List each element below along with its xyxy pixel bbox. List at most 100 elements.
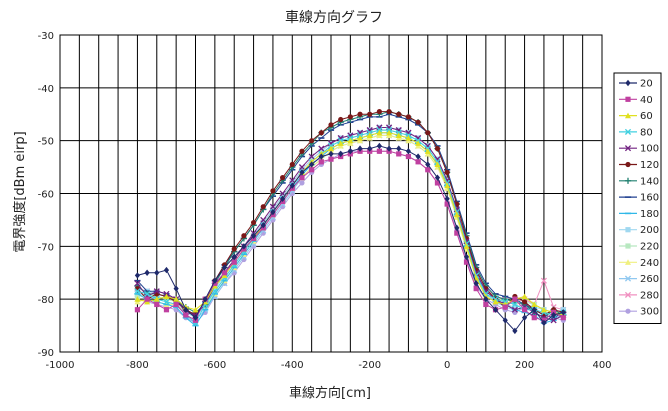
data-point [396, 151, 402, 157]
data-point [425, 167, 431, 173]
x-tick-label: -200 [358, 360, 381, 371]
data-point [386, 109, 392, 115]
y-axis-label: 電界強度[dBm eirp] [12, 131, 28, 252]
legend-label: 140 [640, 176, 659, 187]
legend-marker [625, 161, 631, 168]
data-point [337, 140, 344, 146]
legend-marker [625, 308, 631, 314]
data-point [328, 156, 334, 162]
data-point [241, 233, 247, 239]
data-point [134, 288, 141, 295]
data-point [338, 150, 344, 158]
data-point [425, 130, 431, 136]
data-point [134, 296, 141, 302]
data-point [395, 132, 402, 138]
legend-label: 280 [640, 290, 659, 301]
data-point [318, 145, 325, 152]
data-point [173, 296, 180, 302]
legend-marker [624, 177, 632, 184]
y-tick-label: -50 [38, 137, 54, 148]
data-point [492, 298, 499, 305]
data-point [405, 114, 412, 120]
chart-grid [59, 34, 603, 353]
data-point [357, 111, 363, 117]
legend-label: 20 [640, 79, 653, 90]
data-point [173, 301, 179, 308]
data-point [241, 243, 247, 250]
data-point [347, 148, 353, 155]
data-point [550, 317, 557, 324]
legend-marker [625, 227, 631, 233]
data-point [560, 315, 566, 321]
data-point [560, 309, 566, 316]
data-point [318, 153, 324, 160]
data-point [483, 301, 489, 308]
legend-entry: 180 [619, 209, 659, 220]
data-point [541, 319, 547, 327]
data-point [347, 137, 354, 144]
data-point [405, 148, 412, 155]
y-tick-label: -70 [38, 242, 54, 253]
legend-entry: 120 [619, 160, 659, 171]
data-point [328, 145, 334, 152]
data-point [415, 140, 422, 146]
data-point [163, 293, 170, 300]
data-point [376, 142, 382, 150]
data-point [531, 306, 537, 313]
data-point [144, 269, 150, 276]
y-tick-label: -60 [38, 190, 54, 201]
data-point [318, 130, 324, 136]
data-point [512, 327, 518, 335]
data-point [367, 111, 373, 117]
data-point [279, 190, 286, 197]
data-point [434, 180, 441, 186]
data-point [511, 301, 518, 308]
data-point [512, 304, 518, 310]
data-point [357, 145, 363, 152]
data-point [492, 306, 499, 313]
data-point [521, 299, 528, 305]
data-point [425, 161, 431, 168]
legend-entry: 60 [619, 111, 653, 122]
data-point [163, 266, 170, 274]
data-point [521, 307, 528, 313]
legend-marker [624, 145, 632, 152]
legend-entry: 80 [619, 127, 653, 138]
data-point [502, 317, 508, 324]
data-point [444, 195, 450, 202]
legend-entry: 280 [619, 290, 659, 301]
legend-marker [625, 96, 631, 102]
data-point [212, 286, 218, 292]
legend-entry: 200 [619, 225, 659, 236]
data-point [551, 311, 557, 319]
data-point [250, 232, 257, 239]
legend-entry: 140 [619, 176, 659, 187]
series-20 [134, 142, 566, 335]
data-point [434, 174, 441, 181]
data-point [299, 175, 305, 181]
legend-marker [624, 128, 632, 135]
legend-entry: 300 [619, 307, 659, 318]
data-point [192, 306, 199, 313]
data-point [453, 211, 460, 218]
legend-marker [624, 291, 632, 298]
data-point [483, 295, 489, 303]
data-point [338, 116, 344, 123]
x-axis-label: 車線方向[cm] [289, 385, 371, 401]
legend-label: 300 [640, 307, 659, 318]
data-point [531, 315, 537, 321]
legend-entry: 220 [619, 242, 659, 253]
data-point [444, 169, 450, 175]
x-tick-label: -400 [281, 360, 304, 371]
legend-box [613, 72, 662, 324]
data-point [231, 259, 237, 265]
data-point [434, 161, 441, 168]
legend-label: 180 [640, 209, 659, 220]
data-point [270, 188, 276, 194]
data-point [221, 264, 228, 271]
x-tick-label: -800 [126, 360, 149, 371]
chart-series [134, 108, 567, 335]
data-point [231, 246, 237, 252]
data-point [153, 288, 160, 295]
